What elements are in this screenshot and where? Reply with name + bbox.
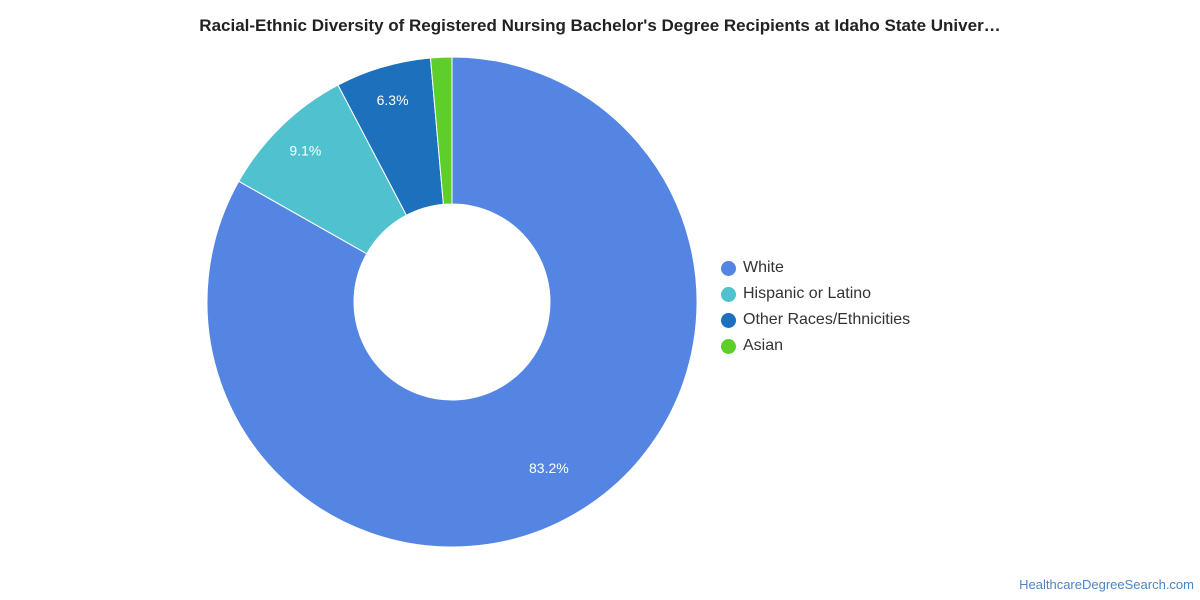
slice-label-hispanic-or-latino: 9.1%: [289, 143, 321, 159]
legend-label: Asian: [743, 337, 784, 354]
legend-swatch: [721, 260, 736, 276]
slice-label-other-races-ethnicities: 6.3%: [377, 92, 409, 108]
source-link[interactable]: HealthcareDegreeSearch.com: [1019, 577, 1194, 592]
legend-item-asian[interactable]: Asian: [721, 333, 910, 359]
slice-label-white: 83.2%: [529, 460, 569, 476]
legend-item-hispanic-or-latino[interactable]: Hispanic or Latino: [721, 281, 910, 307]
legend-swatch: [721, 286, 736, 302]
legend-label: White: [743, 259, 784, 276]
slice-asian[interactable]: [429, 56, 453, 205]
chart-title: Racial-Ethnic Diversity of Registered Nu…: [199, 16, 1001, 35]
donut-slices: [206, 56, 698, 548]
slice-white[interactable]: [206, 56, 698, 548]
legend-item-other-races-ethnicities[interactable]: Other Races/Ethnicities: [721, 307, 910, 333]
chart-legend: White Hispanic or Latino Other Races/Ethni…: [721, 255, 910, 359]
legend-label: Hispanic or Latino: [743, 285, 872, 302]
legend-swatch: [721, 312, 736, 328]
legend-label: Other Races/Ethnicities: [743, 311, 911, 328]
legend-item-white[interactable]: White: [721, 255, 910, 281]
donut-slice-labels: 83.2% 9.1% 6.3%: [289, 92, 568, 476]
legend-swatch: [721, 338, 736, 354]
